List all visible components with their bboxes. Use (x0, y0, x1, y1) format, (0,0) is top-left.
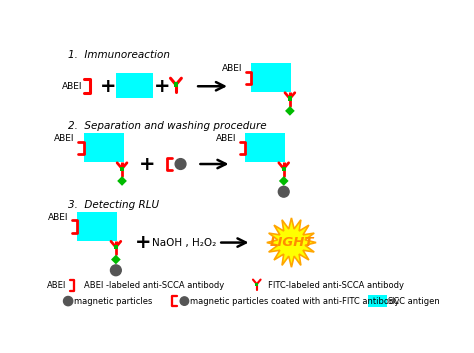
Text: +: + (154, 77, 170, 96)
Text: ABEI: ABEI (47, 281, 66, 290)
Text: magnetic particles: magnetic particles (74, 297, 153, 306)
Text: +: + (100, 77, 117, 96)
Bar (77, 212, 118, 241)
Bar (251, 63, 292, 92)
Polygon shape (117, 176, 127, 186)
Text: FITC-labeled anti-SCCA antibody: FITC-labeled anti-SCCA antibody (267, 281, 403, 290)
Text: ABEI: ABEI (47, 213, 68, 222)
Text: LIGHT: LIGHT (269, 236, 314, 249)
Text: magnetic particles coated with anti-FITC antibody: magnetic particles coated with anti-FITC… (190, 297, 399, 306)
Circle shape (278, 186, 289, 197)
Text: ABEI: ABEI (62, 82, 82, 91)
Bar (83, 133, 124, 162)
Text: 1.  Immunoreaction: 1. Immunoreaction (68, 50, 170, 60)
Text: +: + (136, 233, 152, 252)
Bar (173, 82, 178, 87)
Bar (255, 282, 258, 286)
Text: ABEI: ABEI (54, 134, 74, 143)
Bar (116, 73, 153, 98)
Circle shape (180, 297, 189, 305)
Bar (114, 245, 118, 249)
Text: 2.  Separation and washing procedure: 2. Separation and washing procedure (68, 121, 267, 131)
Bar (245, 133, 285, 162)
Circle shape (175, 158, 186, 169)
Bar (282, 167, 286, 171)
Polygon shape (267, 218, 316, 267)
Text: ABEI: ABEI (216, 134, 236, 143)
Polygon shape (279, 176, 289, 186)
Text: SCC antigen: SCC antigen (389, 297, 440, 306)
Bar (288, 96, 292, 101)
Polygon shape (111, 255, 121, 264)
Bar (368, 295, 387, 307)
Polygon shape (285, 106, 295, 116)
Text: ABEI -labeled anti-SCCA antibody: ABEI -labeled anti-SCCA antibody (83, 281, 224, 290)
Text: ABEI: ABEI (222, 64, 242, 73)
Bar (120, 167, 124, 171)
Circle shape (64, 297, 73, 306)
Text: +: + (138, 155, 155, 174)
Text: 3.  Detecting RLU: 3. Detecting RLU (68, 200, 159, 210)
Circle shape (110, 265, 121, 276)
Text: NaOH , H₂O₂: NaOH , H₂O₂ (152, 238, 216, 247)
